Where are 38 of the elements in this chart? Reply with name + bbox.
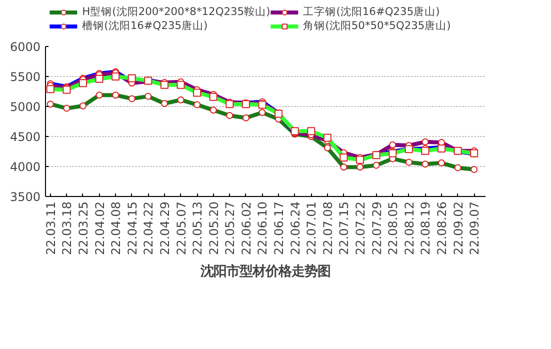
x-tick-label: 22.05.20 bbox=[206, 202, 221, 255]
y-tick-label: 5000 bbox=[10, 100, 41, 114]
x-tick-label: 22.07.15 bbox=[337, 202, 352, 255]
x-tick-label: 22.09.02 bbox=[451, 202, 466, 255]
x-tick-label: 22.03.11 bbox=[44, 202, 58, 255]
x-tick-label: 22.07.01 bbox=[304, 202, 319, 255]
x-tick-label: 22.08.19 bbox=[418, 202, 433, 255]
x-tick-label: 22.04.15 bbox=[125, 202, 140, 255]
x-tick-label: 22.03.18 bbox=[60, 202, 74, 255]
y-tick-label: 4500 bbox=[10, 130, 41, 144]
x-tick-label: 22.08.05 bbox=[386, 202, 400, 255]
x-tick-label: 22.04.22 bbox=[142, 202, 156, 255]
x-tick-label: 22.08.26 bbox=[435, 202, 449, 255]
x-tick-label: 22.06.10 bbox=[256, 202, 270, 255]
x-tick-label: 22.07.22 bbox=[354, 202, 368, 255]
y-tick-label: 6000 bbox=[10, 40, 41, 54]
x-tick-label: 22.06.17 bbox=[272, 202, 286, 255]
y-tick-label: 4000 bbox=[10, 160, 41, 174]
x-tick-label: 22.04.08 bbox=[109, 202, 124, 255]
y-tick-label: 3500 bbox=[10, 190, 41, 204]
x-tick-label: 22.06.02 bbox=[239, 202, 254, 255]
x-tick-label: 22.08.12 bbox=[402, 202, 416, 255]
x-tick-label: 22.07.29 bbox=[370, 202, 384, 255]
x-tick-label: 22.06.24 bbox=[288, 202, 302, 255]
x-tick-label: 22.05.07 bbox=[174, 202, 188, 255]
x-tick-label: 22.05.13 bbox=[190, 202, 205, 255]
x-tick-label: 22.04.29 bbox=[158, 202, 172, 255]
x-tick-label: 22.09.07 bbox=[468, 202, 482, 255]
x-tick-label: 22.03.25 bbox=[76, 202, 90, 255]
legend-label: 槽钢(沈阳16#Q235唐山) bbox=[82, 19, 208, 33]
legend-label: 角钢(沈阳50*50*5Q235唐山) bbox=[303, 19, 451, 33]
legend-label: H型钢(沈阳200*200*8*12Q235鞍山) bbox=[82, 5, 270, 19]
text: 沈阳市型材价格走势图 bbox=[200, 264, 330, 280]
x-tick-label: 22.07.08 bbox=[320, 202, 335, 255]
legend-label: 工字钢(沈阳16#Q235唐山) bbox=[303, 5, 440, 19]
x-tick-label: 22.04.02 bbox=[92, 202, 107, 255]
y-tick-label: 5500 bbox=[10, 70, 41, 84]
x-tick-label: 22.05.27 bbox=[223, 202, 238, 255]
